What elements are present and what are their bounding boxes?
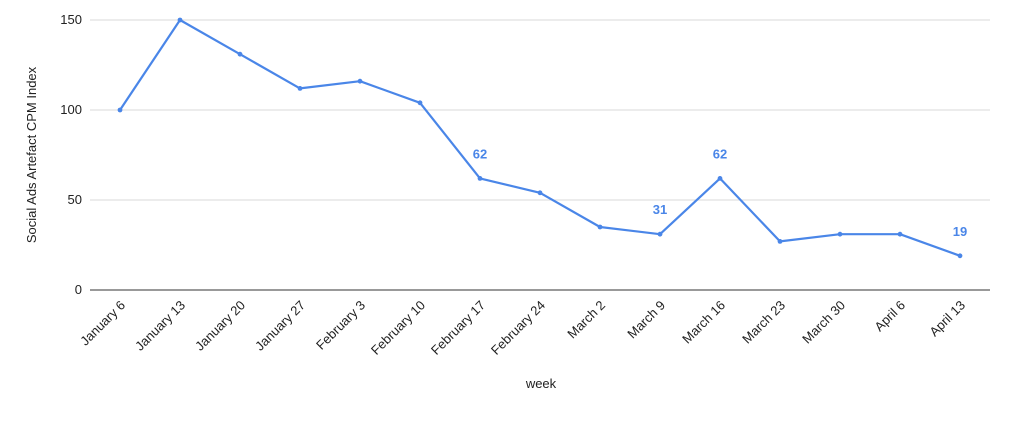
series-group bbox=[117, 17, 963, 259]
data-point bbox=[717, 176, 723, 181]
y-tick-label: 0 bbox=[75, 282, 82, 297]
x-tick-label: April 13 bbox=[926, 298, 968, 340]
data-point bbox=[177, 17, 183, 23]
data-point bbox=[837, 231, 843, 237]
x-tick-label: January 27 bbox=[252, 298, 308, 354]
x-tick-label: January 6 bbox=[77, 298, 128, 349]
data-point bbox=[657, 231, 663, 237]
gridlines bbox=[90, 19, 990, 291]
y-axis-title: Social Ads Artefact CPM Index bbox=[24, 66, 39, 243]
x-tick-label: February 3 bbox=[313, 298, 368, 353]
series-line bbox=[119, 18, 961, 257]
x-tick-label: March 9 bbox=[624, 298, 668, 342]
data-point bbox=[117, 107, 123, 113]
x-tick-label: April 6 bbox=[871, 298, 908, 335]
data-point bbox=[357, 78, 363, 84]
x-axis-ticks: January 6 January 13 January 20 January 27 F… bbox=[77, 298, 968, 358]
data-point bbox=[537, 190, 543, 196]
x-tick-label: February 10 bbox=[368, 298, 428, 358]
y-tick-label: 100 bbox=[60, 102, 82, 117]
data-labels: 62 31 62 19 bbox=[473, 146, 967, 238]
data-point bbox=[897, 231, 903, 237]
data-point bbox=[777, 239, 783, 244]
data-point bbox=[297, 86, 303, 91]
data-label: 62 bbox=[473, 146, 487, 161]
data-label: 19 bbox=[953, 224, 967, 239]
data-label: 62 bbox=[713, 146, 727, 161]
x-tick-label: March 16 bbox=[679, 298, 728, 347]
x-tick-label: February 17 bbox=[428, 298, 488, 358]
x-tick-label: March 2 bbox=[564, 298, 608, 342]
x-tick-label: March 30 bbox=[799, 298, 848, 347]
x-tick-label: March 23 bbox=[739, 298, 788, 347]
y-tick-label: 50 bbox=[68, 192, 82, 207]
data-point bbox=[237, 51, 243, 57]
y-tick-label: 150 bbox=[60, 12, 82, 27]
data-label: 31 bbox=[653, 202, 667, 217]
x-tick-label: January 13 bbox=[132, 298, 188, 354]
y-axis-ticks: 0 50 100 150 bbox=[60, 12, 82, 297]
data-point bbox=[477, 176, 483, 181]
data-point bbox=[957, 253, 963, 259]
x-axis-title: week bbox=[525, 376, 557, 391]
x-tick-label: February 24 bbox=[488, 298, 548, 358]
x-tick-label: January 20 bbox=[192, 298, 248, 354]
data-point bbox=[597, 224, 603, 230]
data-point bbox=[417, 100, 423, 106]
